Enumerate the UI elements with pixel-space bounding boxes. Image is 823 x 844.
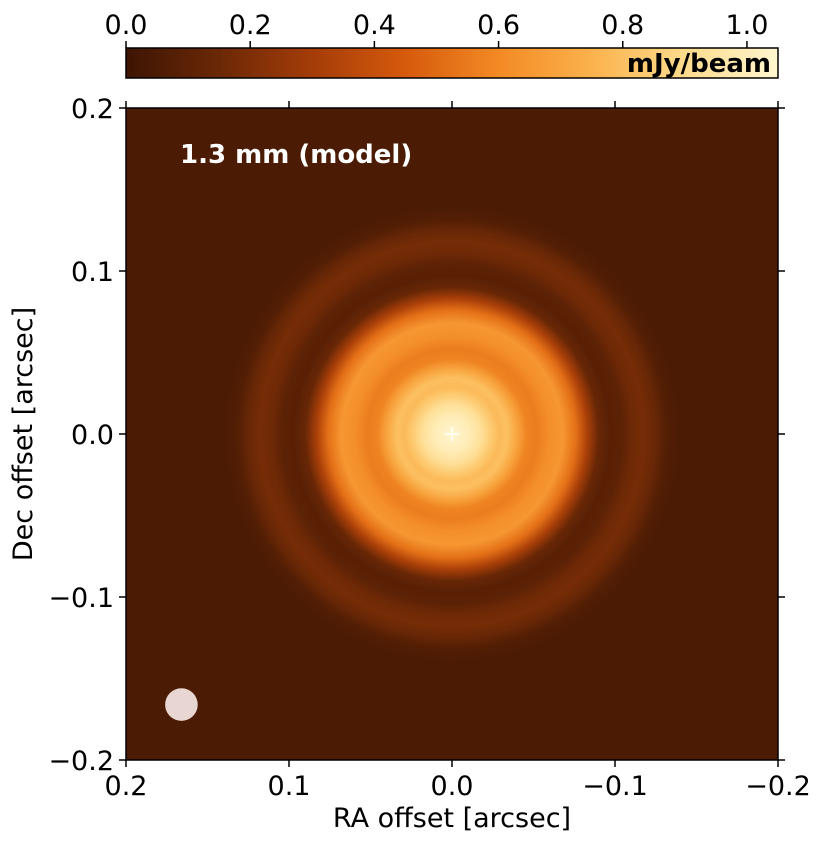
colorbar-tick-label: 1.0 bbox=[725, 10, 768, 41]
colorbar-tick-label: 0.0 bbox=[105, 10, 148, 41]
colorbar-fill bbox=[126, 48, 778, 78]
y-tick-label: −0.1 bbox=[48, 583, 114, 614]
y-tick-label: 0.1 bbox=[71, 257, 114, 288]
colorbar-tick-label: 0.6 bbox=[477, 10, 520, 41]
y-tick-label: −0.2 bbox=[48, 746, 114, 777]
x-tick-label: 0.0 bbox=[431, 771, 474, 802]
x-tick-label: 0.1 bbox=[268, 771, 311, 802]
beam-ellipse bbox=[165, 688, 198, 721]
y-tick-label: 0.0 bbox=[71, 420, 114, 451]
y-axis-label: Dec offset [arcsec] bbox=[8, 307, 39, 561]
colorbar-tick-label: 0.4 bbox=[353, 10, 396, 41]
y-axis-ticks: 0.2 0.1 0.0 −0.1 −0.2 bbox=[48, 94, 785, 777]
colorbar-unit-label: mJy/beam bbox=[627, 49, 771, 79]
x-tick-label: −0.1 bbox=[582, 771, 648, 802]
x-axis-ticks: 0.2 0.1 0.0 −0.1 −0.2 bbox=[105, 101, 811, 802]
image-panel: 1.3 mm (model) bbox=[125, 107, 779, 761]
colorbar: mJy/beam 0.0 0.2 0.4 0.6 0.8 1.0 bbox=[105, 10, 779, 79]
panel-label: 1.3 mm (model) bbox=[180, 140, 412, 170]
x-tick-label: −0.2 bbox=[745, 771, 811, 802]
colorbar-tick-label: 0.8 bbox=[601, 10, 644, 41]
center-marker bbox=[445, 427, 459, 441]
colorbar-ticks: 0.0 0.2 0.4 0.6 0.8 1.0 bbox=[105, 10, 768, 48]
colorbar-tick-label: 0.2 bbox=[229, 10, 272, 41]
y-tick-label: 0.2 bbox=[71, 94, 114, 125]
x-tick-label: 0.2 bbox=[105, 771, 148, 802]
colorbar-frame bbox=[125, 47, 779, 79]
x-axis-label: RA offset [arcsec] bbox=[333, 803, 571, 834]
